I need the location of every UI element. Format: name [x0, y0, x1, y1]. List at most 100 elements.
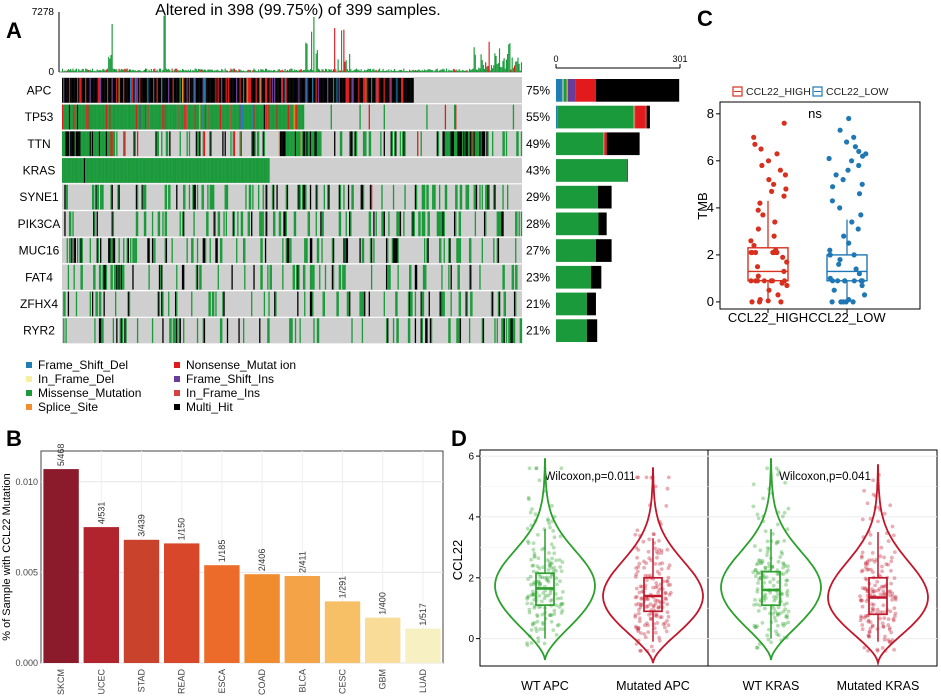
data-point — [776, 590, 780, 595]
oncoplot-cell — [382, 211, 384, 237]
oncoplot-cell — [241, 104, 244, 130]
tmb-bar — [290, 68, 292, 72]
oncoplot-cell — [100, 158, 102, 183]
data-point — [863, 586, 868, 590]
oncoplot-cell — [94, 318, 96, 343]
tmb-bar — [362, 71, 365, 72]
tmb-bar — [231, 69, 233, 72]
oncoplot-cell — [315, 131, 317, 157]
gene-count-segment — [635, 105, 645, 129]
oncoplot-cell — [120, 104, 123, 130]
tmb-bar — [485, 62, 487, 72]
oncoplot-cell — [184, 78, 186, 103]
oncoplot-cell — [272, 78, 275, 103]
tmb-bar — [141, 71, 143, 72]
oncoplot-cell — [97, 184, 100, 210]
oncoplot-cell — [207, 158, 209, 183]
oncoplot-cell — [183, 184, 185, 210]
oncoplot-cell — [199, 104, 201, 130]
tmb-bar — [513, 65, 516, 72]
oncoplot-cell — [240, 158, 242, 183]
oncoplot-cell — [387, 238, 389, 263]
oncoplot-cell — [251, 78, 253, 103]
oncoplot-cell — [158, 291, 161, 317]
oncoplot-cell — [120, 264, 123, 290]
oncoplot-cell — [214, 104, 216, 130]
data-point — [863, 614, 868, 618]
oncoplot-cell — [199, 78, 201, 103]
tmb-bar — [292, 70, 294, 72]
data-point — [527, 607, 532, 612]
oncoplot-cell — [444, 131, 447, 157]
oncoplot-cell — [245, 78, 247, 103]
data-point — [751, 570, 756, 575]
oncoplot-cell — [373, 78, 375, 103]
data-point — [776, 469, 781, 473]
oncoplot-cell — [289, 238, 291, 263]
oncoplot-cell — [132, 264, 134, 290]
data-point — [655, 621, 660, 625]
gene-count-segment — [557, 105, 634, 129]
data-point — [642, 559, 646, 564]
oncoplot-cell — [302, 131, 305, 157]
tmb-bar — [359, 70, 361, 72]
legend-swatch — [174, 376, 180, 382]
oncoplot-cell — [194, 158, 196, 183]
oncoplot-cell — [450, 264, 452, 290]
tmb-bar — [251, 71, 253, 72]
oncoplot-cell — [165, 238, 168, 263]
tmb-bar — [320, 71, 322, 72]
data-point — [870, 602, 874, 606]
oncoplot-cell — [193, 78, 195, 103]
data-point — [646, 597, 650, 602]
data-point — [547, 551, 551, 555]
data-point — [859, 569, 864, 574]
data-point — [755, 226, 762, 232]
tmb-bar — [453, 69, 456, 72]
oncoplot-cell — [283, 78, 285, 103]
oncoplot-cell — [224, 184, 226, 210]
data-point — [537, 566, 542, 571]
tmb-bar — [133, 70, 135, 72]
oncoplot-cell — [93, 104, 95, 130]
oncoplot-cell — [326, 78, 328, 103]
data-point — [638, 631, 643, 635]
oncoplot-cell — [210, 131, 213, 157]
data-point — [780, 552, 785, 556]
tmb-bar — [159, 68, 162, 72]
data-point — [875, 648, 880, 653]
oncoplot-cell — [217, 158, 219, 183]
oncoplot-cell — [214, 78, 216, 103]
oncoplot-cell — [264, 211, 267, 237]
oncoplot-cell — [441, 211, 443, 237]
oncoplot-cell — [233, 158, 236, 183]
data-point — [888, 639, 892, 644]
tmb-bar — [284, 68, 286, 72]
oncoplot-cell — [158, 104, 161, 130]
data-point — [772, 606, 776, 611]
oncoplot-cell — [473, 184, 475, 210]
oncoplot-cell — [346, 291, 349, 317]
data-point — [663, 596, 668, 601]
oncoplot-cell — [349, 211, 351, 237]
oncoplot-cell — [221, 238, 223, 263]
data-point — [634, 642, 639, 646]
oncoplot-cell — [209, 238, 211, 263]
data-point — [755, 624, 759, 628]
oncoplot-cell — [328, 78, 330, 103]
oncoplot-cell — [300, 131, 302, 157]
tmb-bar — [306, 43, 308, 72]
oncoplot-cell — [269, 78, 271, 103]
oncoplot-cell — [184, 158, 186, 183]
data-point — [879, 545, 884, 550]
oncoplot-cell — [515, 264, 517, 290]
oncoplot-cell — [313, 131, 315, 157]
tmb-bar — [73, 70, 75, 72]
tmb-bar — [271, 70, 273, 72]
oncoplot-cell — [294, 78, 297, 103]
data-point — [550, 556, 554, 561]
oncoplot-cell — [248, 184, 251, 210]
oncoplot-cell — [101, 158, 103, 183]
tmb-bar — [480, 54, 482, 72]
